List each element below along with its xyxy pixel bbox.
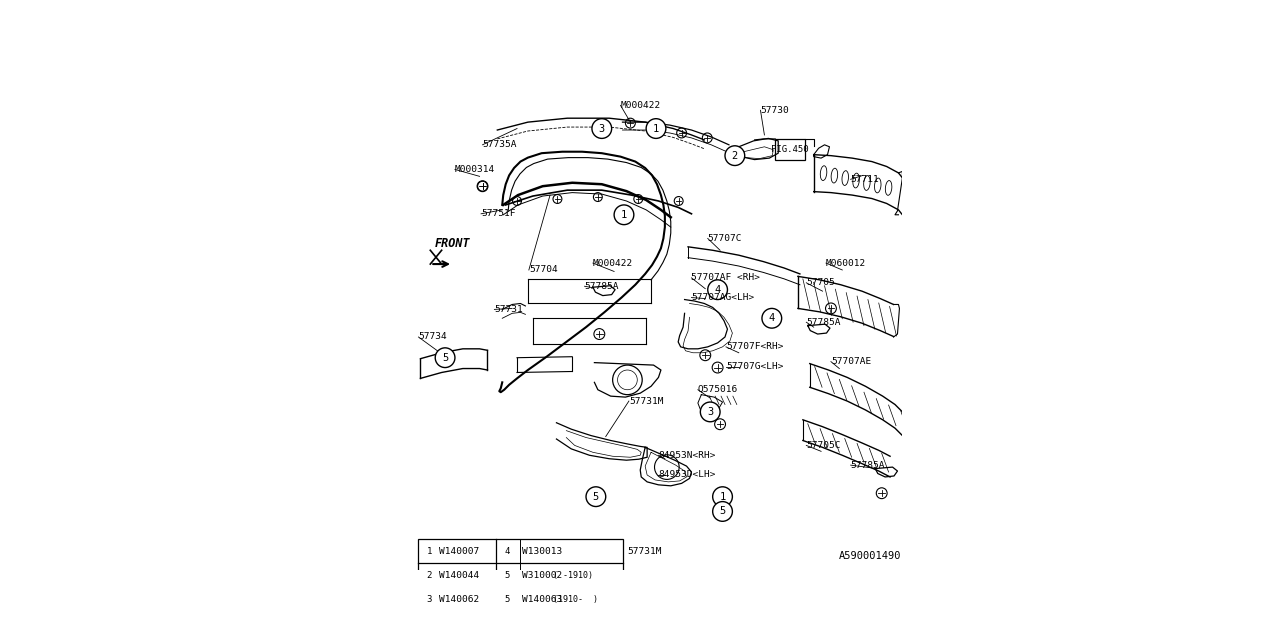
Text: 3: 3: [707, 407, 713, 417]
Text: ( -1910): ( -1910): [553, 571, 594, 580]
Circle shape: [708, 280, 727, 300]
Text: A590001490: A590001490: [838, 551, 901, 561]
Text: 57751F: 57751F: [481, 209, 516, 218]
Text: 57707AE: 57707AE: [831, 357, 872, 366]
Text: FIG.450: FIG.450: [772, 145, 809, 154]
Text: 1: 1: [426, 547, 431, 556]
Text: 57707C: 57707C: [708, 234, 742, 243]
Text: 57735A: 57735A: [483, 140, 517, 149]
Bar: [776, 139, 805, 159]
Text: 5: 5: [504, 595, 509, 604]
Text: M060012: M060012: [826, 259, 867, 268]
Text: 57731: 57731: [494, 305, 524, 314]
Text: M000314: M000314: [454, 165, 495, 174]
Text: 57730: 57730: [760, 106, 790, 115]
Text: W140007: W140007: [439, 547, 480, 556]
Text: 4: 4: [714, 285, 721, 294]
Text: 1: 1: [653, 124, 659, 134]
Text: 84953N<RH>: 84953N<RH>: [658, 451, 716, 460]
Text: 57707F<RH>: 57707F<RH>: [726, 342, 783, 351]
Bar: [419, 539, 623, 612]
Text: 57785A: 57785A: [851, 461, 886, 470]
Circle shape: [724, 146, 745, 166]
Text: 57731M: 57731M: [627, 547, 662, 556]
Text: FRONT: FRONT: [435, 237, 471, 250]
Text: 57707AF <RH>: 57707AF <RH>: [691, 273, 760, 282]
Circle shape: [422, 545, 435, 557]
Circle shape: [422, 593, 435, 606]
Text: 84953D<LH>: 84953D<LH>: [658, 470, 716, 479]
Text: 57731M: 57731M: [628, 397, 663, 406]
Circle shape: [422, 569, 435, 582]
Text: 2: 2: [426, 571, 431, 580]
Text: Q575016: Q575016: [698, 385, 739, 394]
Text: 57785A: 57785A: [585, 282, 620, 291]
Circle shape: [500, 569, 513, 582]
Circle shape: [762, 308, 782, 328]
Circle shape: [591, 118, 612, 138]
Text: W140063: W140063: [522, 595, 562, 604]
Text: 4: 4: [504, 547, 509, 556]
Text: M000422: M000422: [621, 101, 660, 110]
Text: W140062: W140062: [439, 595, 480, 604]
Text: 5: 5: [719, 506, 726, 516]
Text: 57711: 57711: [851, 175, 879, 184]
Text: 3: 3: [426, 595, 431, 604]
Text: W140044: W140044: [439, 571, 480, 580]
Text: 57705: 57705: [806, 278, 835, 287]
Text: W310002: W310002: [522, 571, 562, 580]
Text: 57707AG<LH>: 57707AG<LH>: [691, 293, 755, 302]
Text: 57707G<LH>: 57707G<LH>: [726, 362, 783, 371]
Text: 5: 5: [442, 353, 448, 363]
Text: 57734: 57734: [419, 333, 447, 342]
Text: 57704: 57704: [529, 266, 558, 275]
Text: 5: 5: [504, 571, 509, 580]
Circle shape: [646, 118, 666, 138]
Text: 57785A: 57785A: [806, 317, 841, 326]
Circle shape: [614, 205, 634, 225]
Text: M000422: M000422: [593, 259, 634, 268]
Circle shape: [713, 487, 732, 506]
Text: 3: 3: [599, 124, 605, 134]
Text: 1: 1: [719, 492, 726, 502]
Text: 2: 2: [732, 150, 739, 161]
Circle shape: [500, 593, 513, 606]
Circle shape: [586, 487, 605, 506]
Text: 5: 5: [593, 492, 599, 502]
Circle shape: [713, 502, 732, 522]
Text: (1910-  ): (1910- ): [553, 595, 598, 604]
Circle shape: [500, 545, 513, 557]
Text: 4: 4: [769, 313, 774, 323]
Circle shape: [700, 402, 721, 422]
Text: W130013: W130013: [522, 547, 562, 556]
Text: 1: 1: [621, 210, 627, 220]
Text: 57705C: 57705C: [806, 441, 841, 450]
Circle shape: [435, 348, 454, 367]
